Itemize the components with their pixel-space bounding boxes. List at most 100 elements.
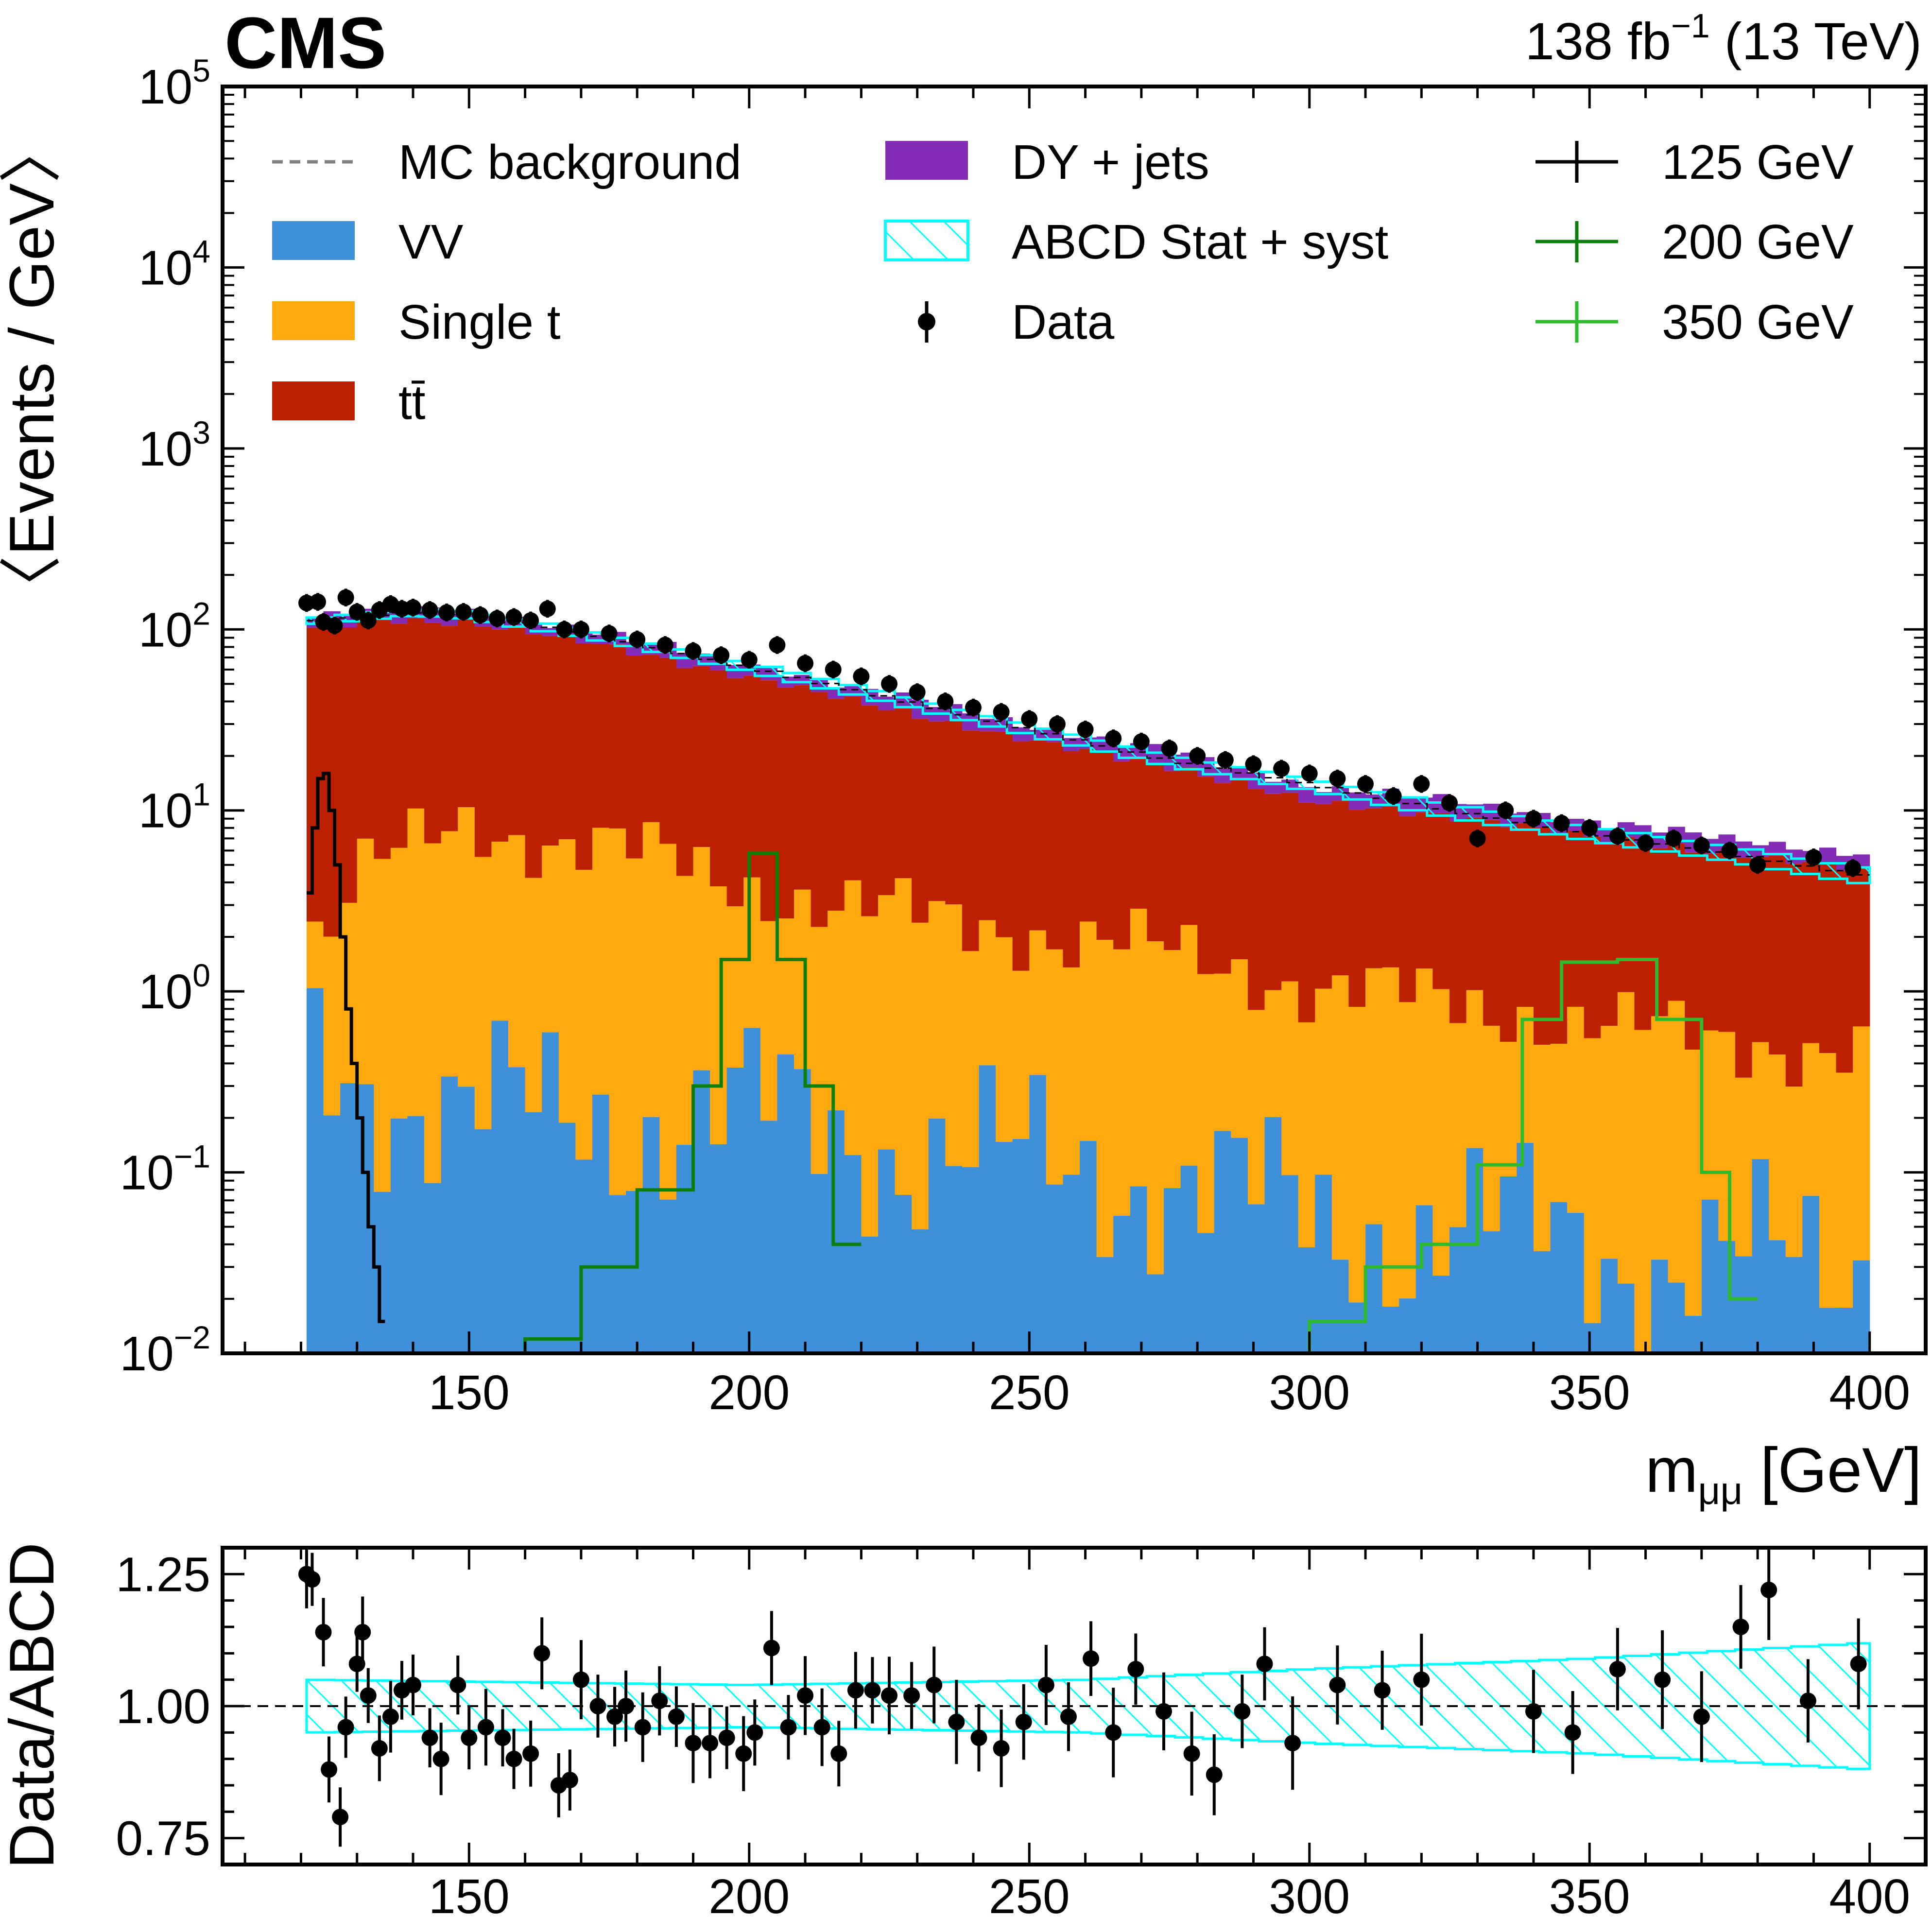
ttbar-bar xyxy=(1701,853,1719,1031)
ttbar-bar xyxy=(1399,816,1416,1002)
vv-bar xyxy=(1567,1212,1585,1353)
vv-bar xyxy=(323,1115,341,1353)
ttbar-bar xyxy=(928,721,946,901)
single-t-bar xyxy=(1769,1054,1786,1241)
single-t-bar xyxy=(1601,1026,1618,1259)
main-y-tick-label: 102 xyxy=(138,595,210,657)
legend-swatch-single-t xyxy=(272,301,355,340)
vv-bar xyxy=(1802,1195,1820,1353)
single-t-bar xyxy=(1382,967,1399,1307)
single-t-bar xyxy=(1231,959,1248,1138)
ratio-data-point xyxy=(668,1708,685,1725)
legend-label-dy: DY + jets xyxy=(1012,135,1209,190)
single-t-bar xyxy=(1063,967,1080,1175)
single-t-bar xyxy=(844,880,862,1155)
vv-bar xyxy=(1315,1174,1332,1353)
single-t-bar xyxy=(1214,973,1231,1131)
ttbar-bar xyxy=(1096,752,1114,940)
single-t-bar xyxy=(1080,921,1097,1141)
single-t-bar xyxy=(575,870,593,1160)
data-point xyxy=(853,668,870,685)
ratio-data-point xyxy=(360,1687,377,1704)
ttbar-bar xyxy=(575,643,593,870)
ratio-data-point xyxy=(1413,1671,1430,1688)
data-point xyxy=(421,602,438,619)
ttbar-bar xyxy=(1685,852,1702,1050)
vv-bar xyxy=(844,1155,862,1353)
vv-bar xyxy=(542,1032,559,1353)
single-t-bar xyxy=(1449,1023,1467,1227)
ttbar-bar xyxy=(659,657,677,844)
vv-bar xyxy=(592,1094,610,1353)
single-t-bar xyxy=(676,876,694,1145)
main-y-tick-label: 10−1 xyxy=(120,1139,210,1200)
vv-bar xyxy=(760,1121,778,1353)
data-point xyxy=(488,610,505,627)
vv-bar xyxy=(1130,1186,1147,1353)
ratio-data-point xyxy=(332,1809,349,1826)
vv-bar xyxy=(1718,1241,1736,1353)
ttbar-bar xyxy=(1281,793,1299,982)
single-t-bar xyxy=(407,808,425,1116)
vv-bar xyxy=(1836,1308,1853,1353)
ttbar-bar xyxy=(1432,813,1450,989)
single-t-bar xyxy=(794,889,811,1070)
data-point xyxy=(505,608,522,625)
ttbar-bar xyxy=(1601,842,1618,1026)
legend-label-ttbar: tt̄ xyxy=(398,375,426,430)
ratio-data-point xyxy=(321,1761,338,1778)
vv-bar xyxy=(1080,1141,1097,1353)
vv-bar xyxy=(743,1028,761,1353)
ttbar-bar xyxy=(760,680,778,921)
data-point xyxy=(1441,794,1458,812)
ttbar-bar xyxy=(357,620,374,839)
energy-value: (13 TeV) xyxy=(1710,12,1922,70)
ratio-data-point xyxy=(1609,1660,1626,1677)
single-t-bar xyxy=(945,904,963,1166)
vv-bar xyxy=(508,1067,526,1353)
ttbar-bar xyxy=(676,668,694,876)
legend-swatch-data-marker xyxy=(918,313,935,330)
ttbar-bar xyxy=(508,626,526,835)
single-t-bar xyxy=(1298,1022,1315,1247)
data-point xyxy=(993,704,1010,721)
ttbar-bar xyxy=(1147,763,1164,942)
ratio-data-point xyxy=(926,1676,943,1693)
ratio-data-point xyxy=(1234,1703,1251,1720)
vv-bar xyxy=(912,1229,929,1353)
ratio-data-point xyxy=(315,1623,332,1641)
ttbar-bar xyxy=(1247,789,1265,1010)
ratio-data-point xyxy=(718,1729,735,1746)
vv-bar xyxy=(1685,1316,1702,1353)
ttbar-bar xyxy=(726,678,744,907)
single-t-bar xyxy=(1634,1030,1652,1353)
ttbar-bar xyxy=(1046,742,1064,950)
ratio-data-point xyxy=(948,1713,965,1730)
vv-bar xyxy=(558,1123,576,1353)
ttbar-bar xyxy=(861,705,879,916)
single-t-bar xyxy=(542,846,559,1033)
data-point xyxy=(1581,819,1598,836)
data-point xyxy=(1469,830,1486,847)
ttbar-bar xyxy=(1785,864,1803,1087)
ttbar-bar xyxy=(609,644,626,829)
data-point xyxy=(1105,730,1122,747)
data-point xyxy=(741,651,758,668)
single-t-bar xyxy=(1483,1025,1501,1231)
ratio-data-point xyxy=(1183,1745,1200,1762)
main-plot-area xyxy=(298,588,1871,1353)
vv-bar xyxy=(1466,1148,1484,1353)
ratio-data-point xyxy=(354,1623,371,1641)
main-y-tick-label: 100 xyxy=(138,957,210,1019)
ttbar-bar xyxy=(1348,810,1366,1007)
ratio-data-point xyxy=(534,1645,551,1662)
vv-bar xyxy=(1432,1276,1450,1353)
ttbar-bar xyxy=(1500,827,1517,1042)
ratio-data-point xyxy=(1850,1656,1867,1673)
single-t-bar xyxy=(996,937,1013,1142)
ttbar-bar xyxy=(390,623,408,848)
single-t-bar xyxy=(1432,989,1450,1276)
main-x-tick-label: 400 xyxy=(1829,1365,1910,1420)
single-t-bar xyxy=(1685,1050,1702,1316)
vv-bar xyxy=(1264,1117,1282,1353)
